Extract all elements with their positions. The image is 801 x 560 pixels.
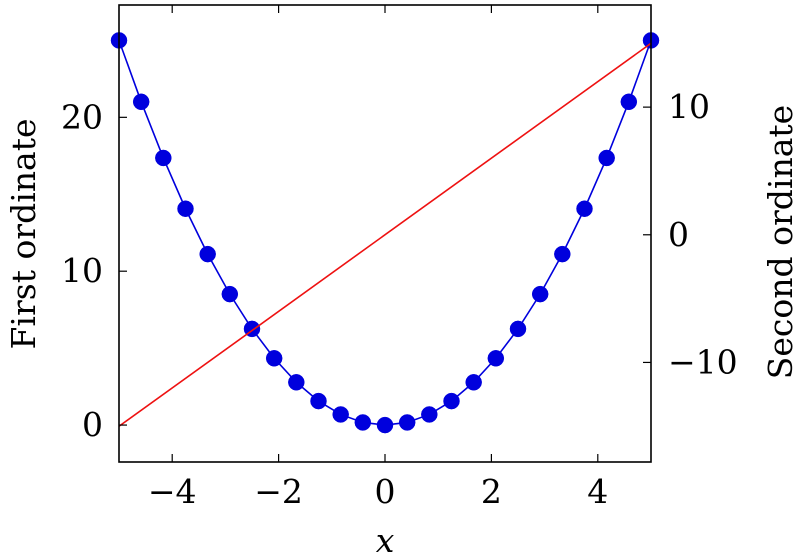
y-right-tick-label: 10 bbox=[668, 87, 710, 126]
series-point bbox=[199, 245, 216, 263]
x-tick-label: −4 bbox=[148, 472, 197, 511]
y-axis-left: 0 10 20 bbox=[61, 97, 127, 444]
y-left-tick-label: 10 bbox=[61, 251, 103, 290]
series-point bbox=[531, 285, 549, 303]
series-point bbox=[576, 200, 593, 217]
series-point bbox=[465, 374, 482, 391]
series-point bbox=[598, 149, 615, 167]
series-point bbox=[398, 414, 416, 431]
series-point bbox=[376, 416, 394, 434]
y-axis-left-title: First ordinate bbox=[4, 119, 43, 350]
x-tick-label: 4 bbox=[587, 472, 608, 511]
y-left-tick-label: 20 bbox=[61, 97, 103, 136]
series-point bbox=[554, 245, 571, 263]
series-point bbox=[221, 285, 239, 303]
series-line-0 bbox=[118, 40, 652, 426]
series-point bbox=[443, 392, 460, 410]
series-point bbox=[421, 406, 438, 423]
series-point bbox=[354, 414, 372, 431]
series-point bbox=[132, 93, 150, 111]
series-point bbox=[487, 350, 505, 367]
series-point bbox=[310, 392, 327, 410]
series-point bbox=[509, 320, 527, 338]
y-axis-right-title: Second ordinate bbox=[761, 105, 800, 379]
y-left-tick-label: 0 bbox=[82, 405, 103, 444]
x-axis-title: x bbox=[376, 521, 395, 560]
x-axis: −4 −2 0 2 4 bbox=[148, 5, 608, 511]
x-tick-label: 2 bbox=[481, 472, 502, 511]
x-tick-label: 0 bbox=[375, 472, 396, 511]
y-axis-right: −10 0 10 bbox=[643, 87, 738, 381]
series-point bbox=[620, 93, 638, 111]
series-line-1 bbox=[118, 42, 652, 427]
series-point bbox=[155, 149, 172, 167]
plot-series bbox=[110, 32, 660, 434]
series-point bbox=[332, 406, 349, 423]
plot-frame bbox=[118, 4, 652, 463]
y-right-tick-label: −10 bbox=[668, 342, 738, 381]
series-point bbox=[177, 200, 194, 217]
y-right-tick-label: 0 bbox=[668, 215, 689, 254]
series-point bbox=[265, 350, 283, 367]
series-point bbox=[288, 374, 305, 391]
x-tick-label: −2 bbox=[254, 472, 303, 511]
